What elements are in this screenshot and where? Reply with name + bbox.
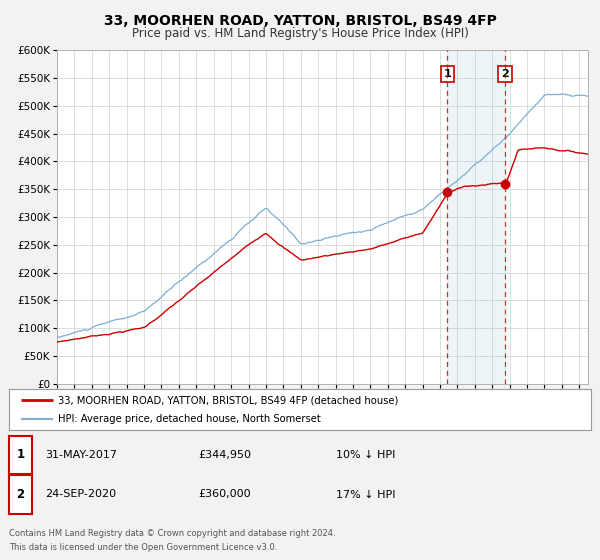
Text: This data is licensed under the Open Government Licence v3.0.: This data is licensed under the Open Gov… (9, 543, 277, 552)
Text: 10% ↓ HPI: 10% ↓ HPI (336, 450, 395, 460)
Text: 2: 2 (16, 488, 25, 501)
Text: 33, MOORHEN ROAD, YATTON, BRISTOL, BS49 4FP (detached house): 33, MOORHEN ROAD, YATTON, BRISTOL, BS49 … (58, 395, 399, 405)
Text: £360,000: £360,000 (198, 489, 251, 500)
Text: 33, MOORHEN ROAD, YATTON, BRISTOL, BS49 4FP: 33, MOORHEN ROAD, YATTON, BRISTOL, BS49 … (104, 14, 496, 28)
Text: 1: 1 (443, 69, 451, 79)
Text: 2: 2 (501, 69, 509, 79)
Text: 1: 1 (16, 448, 25, 461)
Text: Price paid vs. HM Land Registry's House Price Index (HPI): Price paid vs. HM Land Registry's House … (131, 27, 469, 40)
Text: HPI: Average price, detached house, North Somerset: HPI: Average price, detached house, Nort… (58, 414, 321, 423)
Text: 24-SEP-2020: 24-SEP-2020 (45, 489, 116, 500)
Text: 17% ↓ HPI: 17% ↓ HPI (336, 489, 395, 500)
Text: £344,950: £344,950 (198, 450, 251, 460)
Bar (448, 50, 505, 384)
Text: 31-MAY-2017: 31-MAY-2017 (45, 450, 117, 460)
Text: Contains HM Land Registry data © Crown copyright and database right 2024.: Contains HM Land Registry data © Crown c… (9, 529, 335, 538)
